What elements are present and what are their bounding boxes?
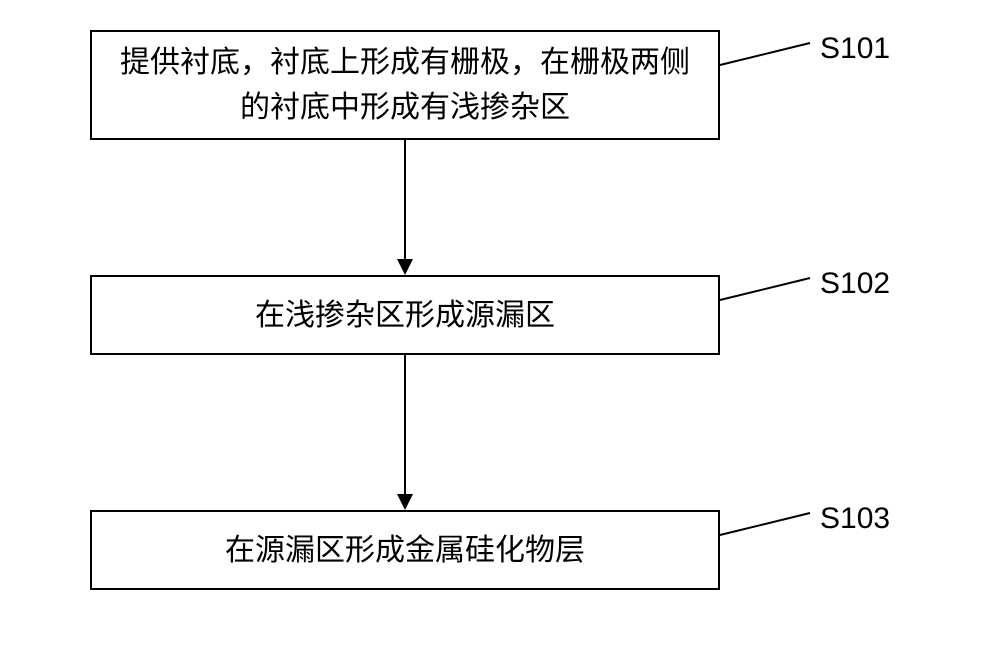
flowchart-canvas: 提供衬底，衬底上形成有栅极，在栅极两侧的衬底中形成有浅掺杂区 S101 在浅掺杂… (0, 0, 1000, 656)
step-label-s103: S103 (820, 502, 890, 536)
label-connector-s103 (0, 0, 1000, 656)
